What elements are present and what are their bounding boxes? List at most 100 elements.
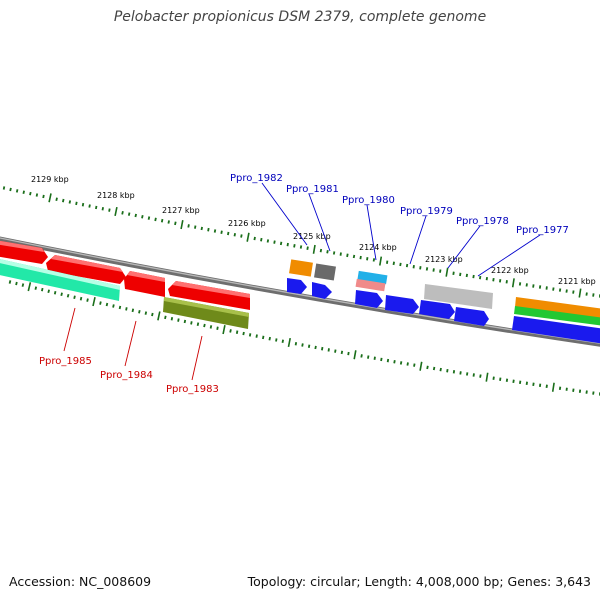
scale-label: 2128 kbp	[97, 191, 135, 200]
map-title: Pelobacter propionicus DSM 2379, complet…	[113, 9, 487, 25]
gene-feature-light-gray[interactable]	[424, 284, 493, 309]
major-tick	[114, 206, 118, 217]
minor-tick	[319, 248, 323, 253]
gene-label-ppro-1981[interactable]: Ppro_1981	[286, 184, 339, 195]
minor-tick	[558, 386, 562, 391]
gene-feature-ppro-1985[interactable]	[0, 240, 48, 264]
minor-tick	[75, 201, 78, 206]
minor-tick	[2, 186, 6, 190]
minor-tick	[301, 343, 304, 347]
minor-tick	[552, 287, 555, 291]
minor-tick	[465, 273, 468, 278]
minor-tick	[425, 267, 429, 271]
minor-tick	[138, 310, 141, 314]
minor-tick	[334, 349, 337, 353]
minor-tick	[121, 211, 124, 215]
gene-label-ppro-1978[interactable]: Ppro_1978	[456, 216, 509, 227]
minor-tick	[321, 346, 324, 351]
minor-tick	[177, 318, 180, 322]
minor-tick	[213, 229, 217, 233]
minor-tick	[248, 333, 252, 337]
minor-tick	[558, 288, 562, 292]
minor-tick	[492, 376, 495, 380]
minor-tick	[360, 354, 363, 358]
gene-feature-pink[interactable]	[355, 278, 386, 292]
gene-label-ppro-1977[interactable]: Ppro_1977	[516, 225, 569, 236]
minor-tick	[294, 342, 298, 346]
scale-label: 2121 kbp	[558, 277, 596, 286]
gene-feature-ppro-1979[interactable]	[385, 295, 419, 314]
minor-tick	[413, 363, 416, 367]
minor-tick	[306, 246, 309, 250]
minor-tick	[439, 367, 442, 372]
minor-tick	[101, 207, 104, 211]
major-tick	[379, 256, 383, 266]
gene-feature-orange[interactable]	[289, 259, 313, 277]
lower-tick-track	[8, 280, 600, 396]
minus-label-leaders	[63, 307, 203, 381]
major-tick	[445, 267, 449, 277]
gene-feature-cds-red[interactable]	[124, 271, 165, 297]
gene-feature-ppro-1983[interactable]	[168, 281, 250, 310]
minor-tick	[141, 215, 144, 219]
minor-tick	[538, 285, 542, 289]
minor-tick	[216, 326, 219, 330]
gene-feature-ppro-1981[interactable]	[312, 282, 332, 299]
minor-tick	[127, 212, 131, 216]
minor-tick	[187, 224, 190, 228]
minor-tick	[34, 286, 38, 290]
minor-tick	[592, 293, 595, 297]
minor-tick	[15, 281, 18, 286]
gene-feature-orange-right[interactable]	[515, 297, 600, 320]
minor-tick	[314, 345, 317, 350]
major-tick	[92, 297, 96, 307]
minor-tick	[299, 245, 303, 249]
minor-tick	[266, 239, 270, 243]
minor-tick	[412, 264, 415, 269]
minor-tick	[572, 290, 575, 294]
minor-tick	[53, 291, 57, 295]
gene-label-ppro-1983[interactable]: Ppro_1983	[166, 384, 219, 395]
minor-tick	[359, 255, 362, 260]
minor-tick	[439, 269, 442, 273]
minor-tick	[518, 282, 522, 286]
gene-label-ppro-1980[interactable]: Ppro_1980	[342, 195, 395, 206]
major-tick	[157, 311, 161, 321]
gene-feature-ppro-1977[interactable]	[512, 316, 600, 344]
major-tick	[353, 350, 357, 360]
gene-feature-ppro-1982[interactable]	[287, 278, 307, 294]
major-tick	[551, 382, 555, 392]
major-tick	[312, 244, 316, 254]
minor-tick	[545, 384, 548, 389]
gene-label-ppro-1979[interactable]: Ppro_1979	[400, 206, 453, 217]
minor-tick	[47, 289, 50, 294]
minor-tick	[485, 276, 488, 281]
scale-label: 2127 kbp	[162, 206, 200, 215]
gene-label-ppro-1984[interactable]: Ppro_1984	[100, 370, 153, 381]
gene-feature-teal[interactable]	[0, 258, 120, 301]
gene-feature-olive[interactable]	[163, 297, 249, 329]
gene-feature-dark-gray[interactable]	[314, 263, 336, 281]
minor-tick	[227, 231, 230, 236]
minor-tick	[66, 293, 70, 298]
scale-label: 2123 kbp	[425, 255, 463, 264]
minor-tick	[392, 261, 395, 266]
minor-tick	[525, 283, 528, 287]
upper-tick-track	[2, 186, 600, 298]
minor-tick	[446, 368, 449, 373]
gene-feature-ppro-1984[interactable]	[46, 255, 126, 284]
gene-feature-ppro-1980[interactable]	[355, 290, 383, 308]
gene-feature-cds-blue[interactable]	[419, 300, 455, 319]
minor-tick	[8, 280, 12, 284]
gene-feature-green-right[interactable]	[514, 306, 600, 326]
gene-label-ppro-1985[interactable]: Ppro_1985	[39, 356, 92, 367]
minor-tick	[380, 357, 383, 362]
minor-tick	[15, 189, 19, 193]
minor-tick	[95, 205, 98, 210]
minor-tick	[585, 390, 588, 394]
gene-label-ppro-1982[interactable]: Ppro_1982	[230, 173, 283, 184]
gene-feature-ppro-1978[interactable]	[454, 307, 489, 326]
minor-tick	[242, 331, 245, 336]
major-tick	[485, 372, 489, 382]
minor-tick	[275, 338, 278, 342]
